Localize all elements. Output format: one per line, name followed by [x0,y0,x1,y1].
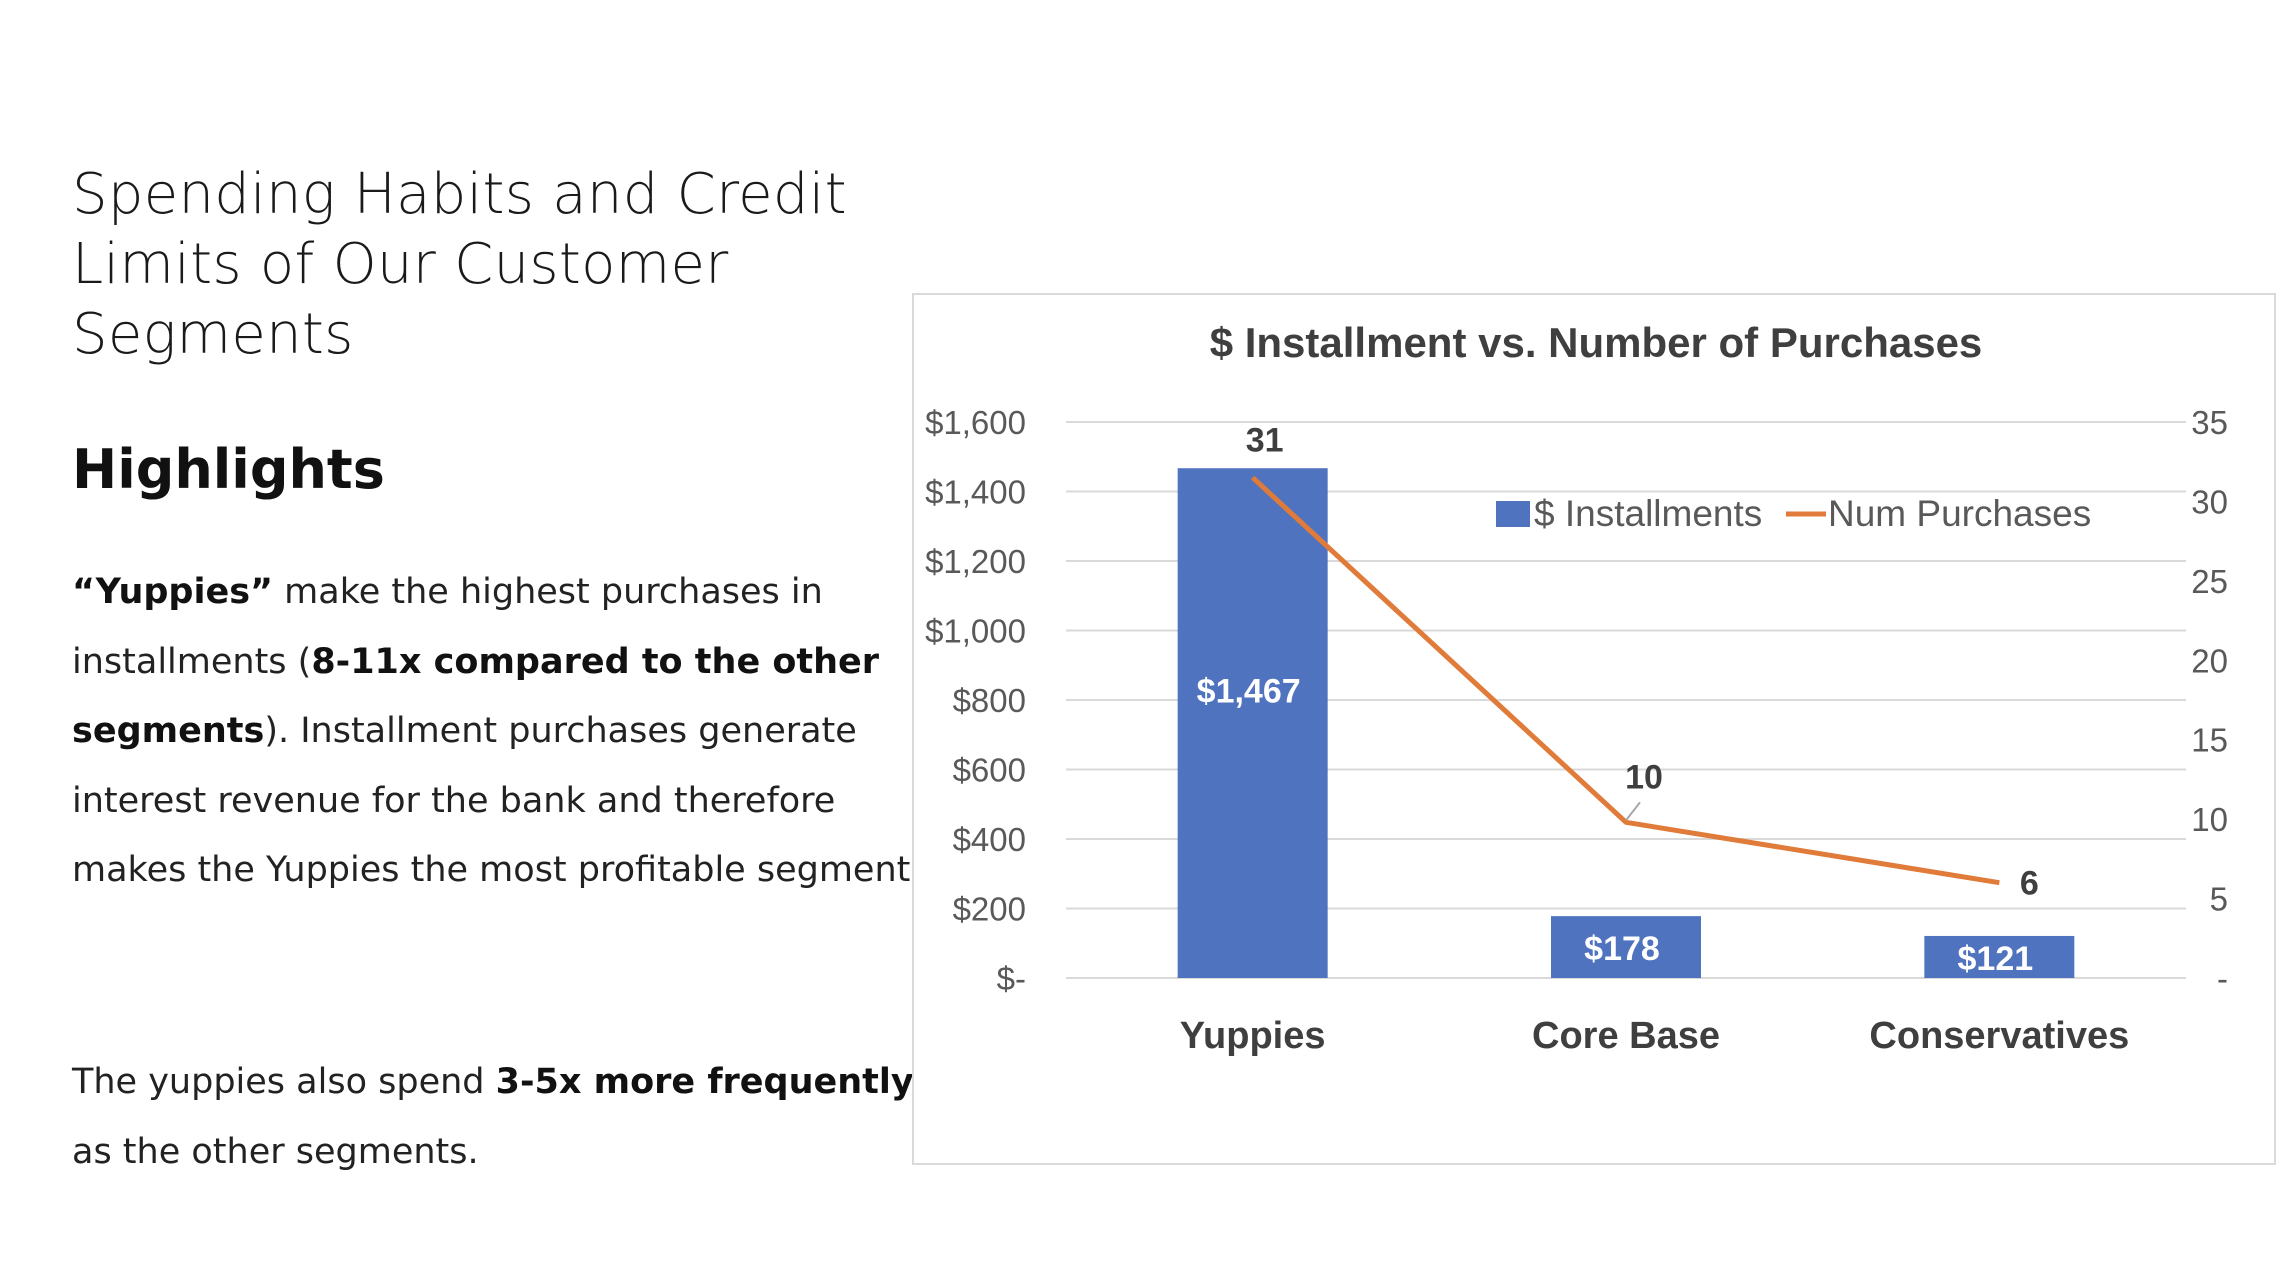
highlights-paragraph-2: The yuppies also spend 3-5x more frequen… [72,1048,932,1187]
bar [1924,935,2075,978]
slide-title: Spending Habits and Credit Limits of Our… [72,162,847,367]
highlights-paragraph-2-run-0: The yuppies also spend [72,1062,496,1102]
bar-data-label: $121 [1958,940,2034,978]
legend-label-purchases: Num Purchases [1828,493,2091,534]
bar [1551,916,1701,978]
y-right-tick-label: 30 [2191,483,2228,520]
chart-title: $ Installment vs. Number of Purchases [1210,319,1983,366]
y-left-tick-label: $400 [953,821,1026,858]
y-left-tick-label: $1,400 [925,474,1026,511]
y-right-tick-label: 10 [2191,801,2228,838]
legend: $ Installments Num Purchases [1496,493,2091,534]
y-right-tick-label: - [2217,960,2228,997]
highlights-paragraph-2-run-1: 3-5x more frequently [495,1062,914,1102]
y-right-tick-label: 15 [2191,722,2228,759]
legend-swatch-installments [1496,501,1530,527]
highlights-paragraph-1-run-0: “Yuppies” [72,572,274,612]
chart-svg: $ Installment vs. Number of Purchases $1… [925,319,2228,1057]
highlights-paragraph-1: “Yuppies” make the highest purchases in … [72,558,932,906]
axes: $- $200 $400 $600 $800 $1,000 $1,200 $1,400 $1,6… [925,404,2228,1057]
bar-series: $1,467 $178 $121 [1177,468,2075,978]
y-left-tick-label: $800 [953,682,1026,719]
y-right-tick-label: 25 [2191,563,2228,600]
x-category-label: Yuppies [1180,1015,1326,1057]
line-data-label: 6 [2020,865,2039,903]
highlights-paragraph-1-run-2: 8-11x compared to the other segments [72,641,880,752]
legend-label-installments: $ Installments [1534,493,1762,534]
line-data-label: 10 [1625,758,1663,796]
y-right-tick-label: 20 [2191,642,2228,679]
y-right-tick-label: 5 [2210,881,2228,918]
bar-data-label: $178 [1584,930,1660,968]
leader-line [1625,801,1641,821]
line-series: 31 10 6 [1246,422,2039,903]
y-left-tick-label: $1,200 [925,543,1026,580]
y-left-tick-label: $200 [953,891,1026,928]
y-left-tick-label: $600 [953,752,1026,789]
line-path [1250,475,2000,886]
y-right-tick-label: 35 [2191,404,2228,441]
highlights-heading: Highlights [72,438,385,501]
highlights-paragraph-2-run-2: as the other segments. [72,1131,479,1172]
x-category-label: Core Base [1532,1015,1720,1057]
y-left-tick-label: $1,000 [925,613,1026,650]
combo-chart: $ Installment vs. Number of Purchases $1… [912,293,2276,1165]
line-data-label: 31 [1246,422,1284,460]
y-left-tick-label: $1,600 [925,404,1026,441]
highlights-paragraph-1-run-1: make the highest purchases in installmen… [72,572,823,682]
bar-data-label: $1,467 [1197,673,1301,711]
highlights-paragraph-1-run-3: ). Installment purchases generate intere… [72,711,922,890]
y-left-tick-label: $- [997,960,1026,997]
x-category-label: Conservatives [1869,1015,2129,1057]
bar [1177,468,1328,978]
